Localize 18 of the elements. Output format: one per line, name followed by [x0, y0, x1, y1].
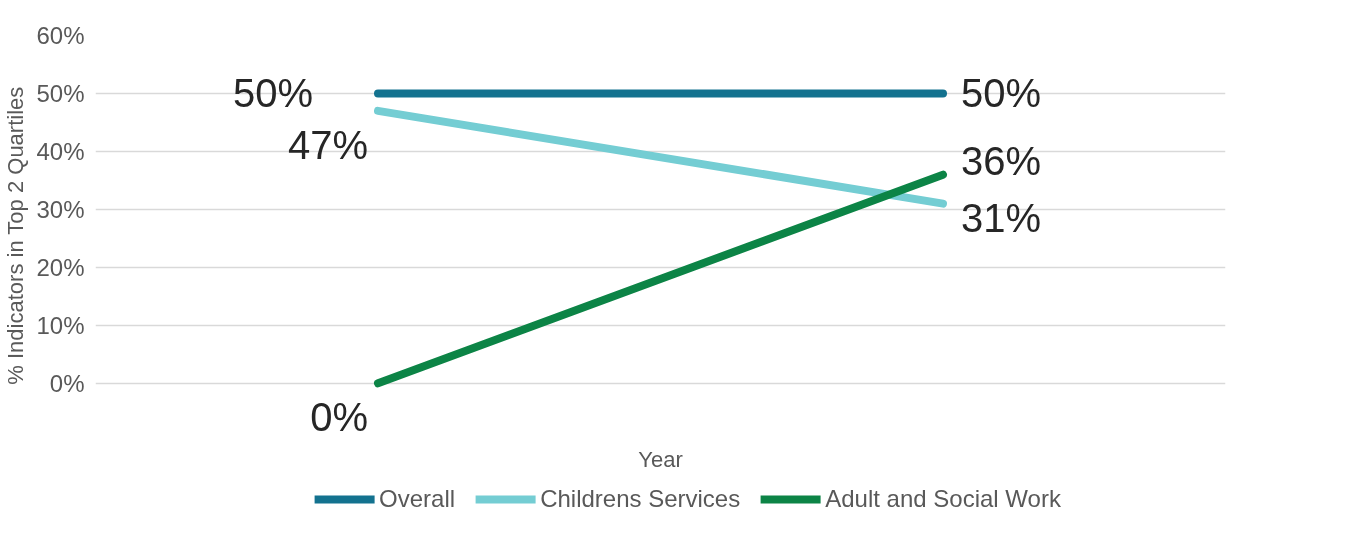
legend-label: Adult and Social Work — [825, 485, 1061, 513]
y-tick-label: 0% — [49, 369, 85, 397]
y-tick-label: 20% — [36, 253, 85, 281]
y-tick-label: 50% — [36, 79, 85, 107]
y-tick-label: 30% — [36, 195, 85, 223]
legend-label: Childrens Services — [540, 485, 741, 513]
x-axis-title: Year — [638, 446, 683, 472]
data-label: 36% — [961, 138, 1042, 183]
y-tick-label: 60% — [36, 22, 85, 49]
data-label: 47% — [287, 122, 368, 167]
y-axis-title: % Indicators in Top 2 Quartiles — [3, 86, 29, 385]
data-label: 0% — [310, 395, 368, 440]
data-label: 50% — [232, 71, 313, 116]
data-label: 50% — [961, 71, 1042, 116]
y-tick-label: 40% — [36, 137, 85, 165]
data-label: 31% — [961, 195, 1042, 240]
y-tick-label: 10% — [36, 311, 85, 339]
legend-label: Overall — [379, 485, 456, 513]
